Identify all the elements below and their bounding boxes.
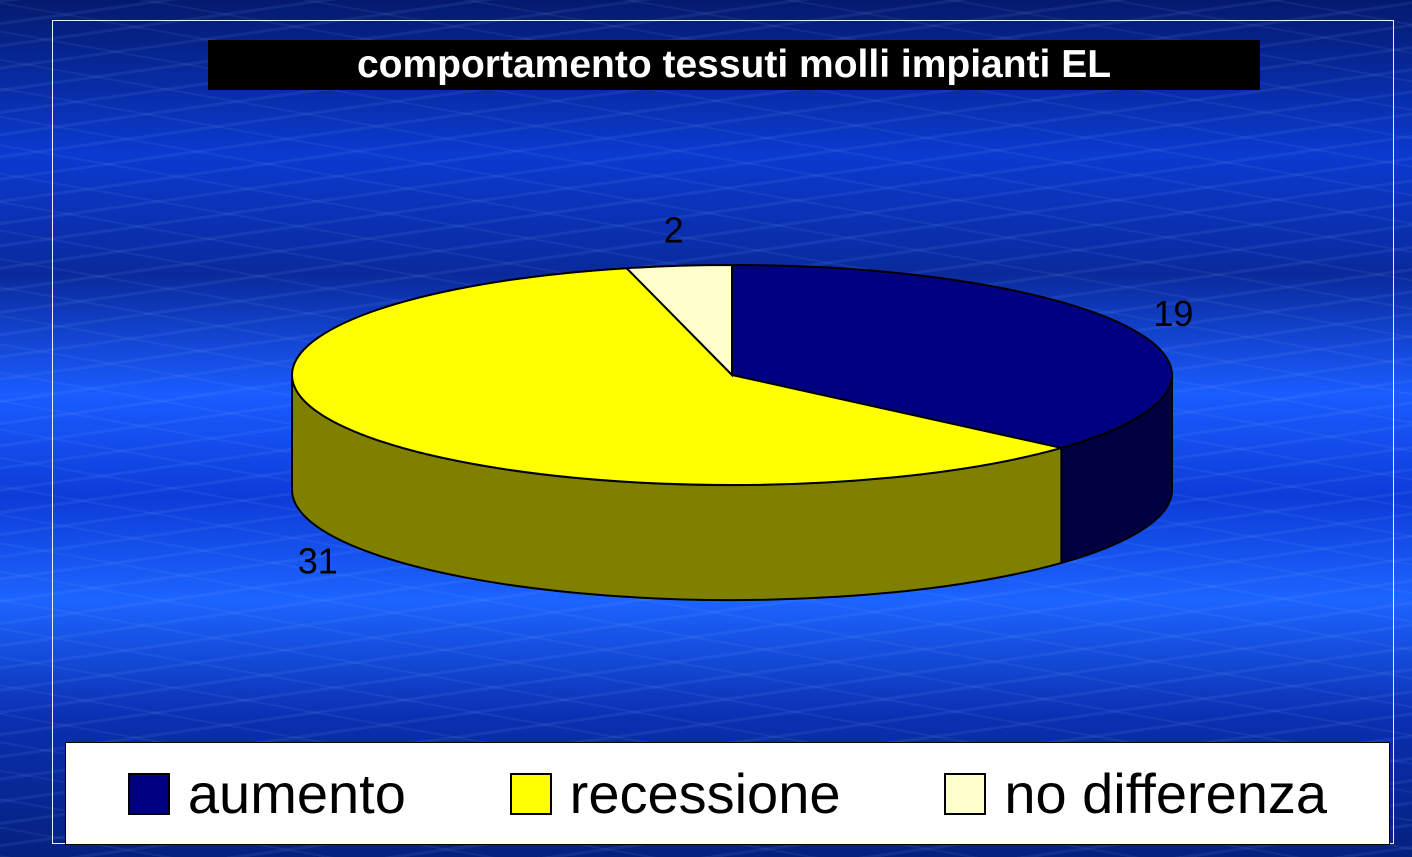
- legend-label: no differenza: [1004, 762, 1328, 825]
- legend-label: recessione: [569, 762, 841, 825]
- legend-item: aumento: [127, 761, 406, 826]
- slice: [291, 267, 1062, 486]
- data-label: 31: [298, 540, 338, 581]
- legend-item: no differenza: [944, 761, 1327, 826]
- legend: aumento recessione no differenza: [65, 742, 1390, 845]
- data-label: 2: [664, 210, 684, 251]
- slice: [624, 263, 733, 378]
- legend-label: aumento: [187, 762, 406, 825]
- chart-title: comportamento tessuti molli impianti EL: [208, 40, 1260, 90]
- data-label: 19: [1153, 293, 1193, 334]
- legend-item: recessione: [509, 761, 841, 826]
- legend-swatch: [509, 772, 552, 815]
- legend-swatch: [127, 772, 170, 815]
- legend-swatch: [944, 772, 987, 815]
- slice: [731, 263, 1173, 449]
